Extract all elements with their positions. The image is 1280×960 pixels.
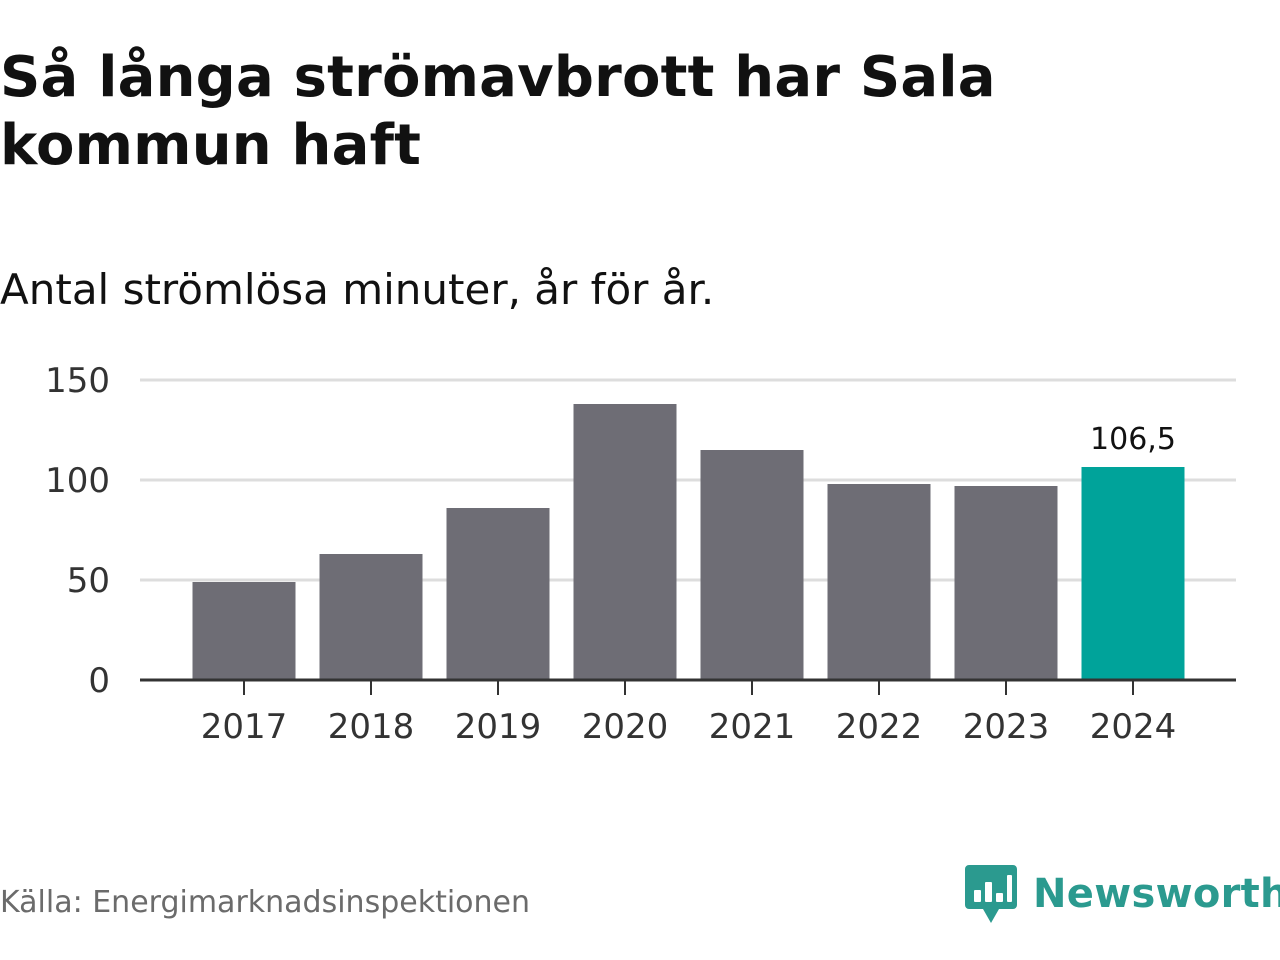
y-tick-label-100: 100 — [45, 461, 110, 501]
x-tick-label-2024: 2024 — [1090, 707, 1177, 747]
y-tick-label-0: 0 — [88, 661, 110, 701]
x-tick-label-2019: 2019 — [455, 707, 542, 747]
x-tick-label-2023: 2023 — [963, 707, 1050, 747]
x-tick-label-2018: 2018 — [328, 707, 415, 747]
data-label-2024: 106,5 — [1090, 422, 1176, 457]
y-tick-label-150: 150 — [45, 361, 110, 401]
gridlines — [140, 378, 1236, 582]
x-tick-label-2017: 2017 — [201, 707, 288, 747]
bar-2017 — [192, 582, 296, 680]
bar-2020 — [573, 404, 677, 680]
newsworthy-logo-icon — [965, 865, 1017, 923]
brand-name: Newsworthy — [1033, 871, 1280, 917]
bar-2023 — [954, 486, 1058, 680]
chart-title: Så långa strömavbrott har Sala kommun ha… — [0, 45, 996, 178]
bar-2024 — [1081, 467, 1185, 680]
bar-chart: 0 50 100 150 2017 2018 2019 2020 2021 2022 2023 202… — [45, 361, 1236, 747]
source-note: Källa: Energimarknadsinspektionen — [0, 885, 531, 920]
bar-2019 — [446, 508, 550, 680]
x-tick-label-2022: 2022 — [836, 707, 923, 747]
chart-subtitle: Antal strömlösa minuter, år för år. — [0, 265, 715, 314]
bar-2022 — [827, 484, 931, 680]
x-tick-label-2020: 2020 — [582, 707, 669, 747]
brand-logo: Newsworthy — [965, 862, 1280, 926]
labels: 0 50 100 150 2017 2018 2019 2020 2021 2022 2023 202… — [45, 361, 1176, 747]
x-axis — [140, 678, 1236, 695]
bar-2018 — [319, 554, 423, 680]
bars — [192, 404, 1185, 680]
x-tick-label-2021: 2021 — [709, 707, 796, 747]
bar-2021 — [700, 450, 804, 680]
y-tick-label-50: 50 — [67, 561, 110, 601]
